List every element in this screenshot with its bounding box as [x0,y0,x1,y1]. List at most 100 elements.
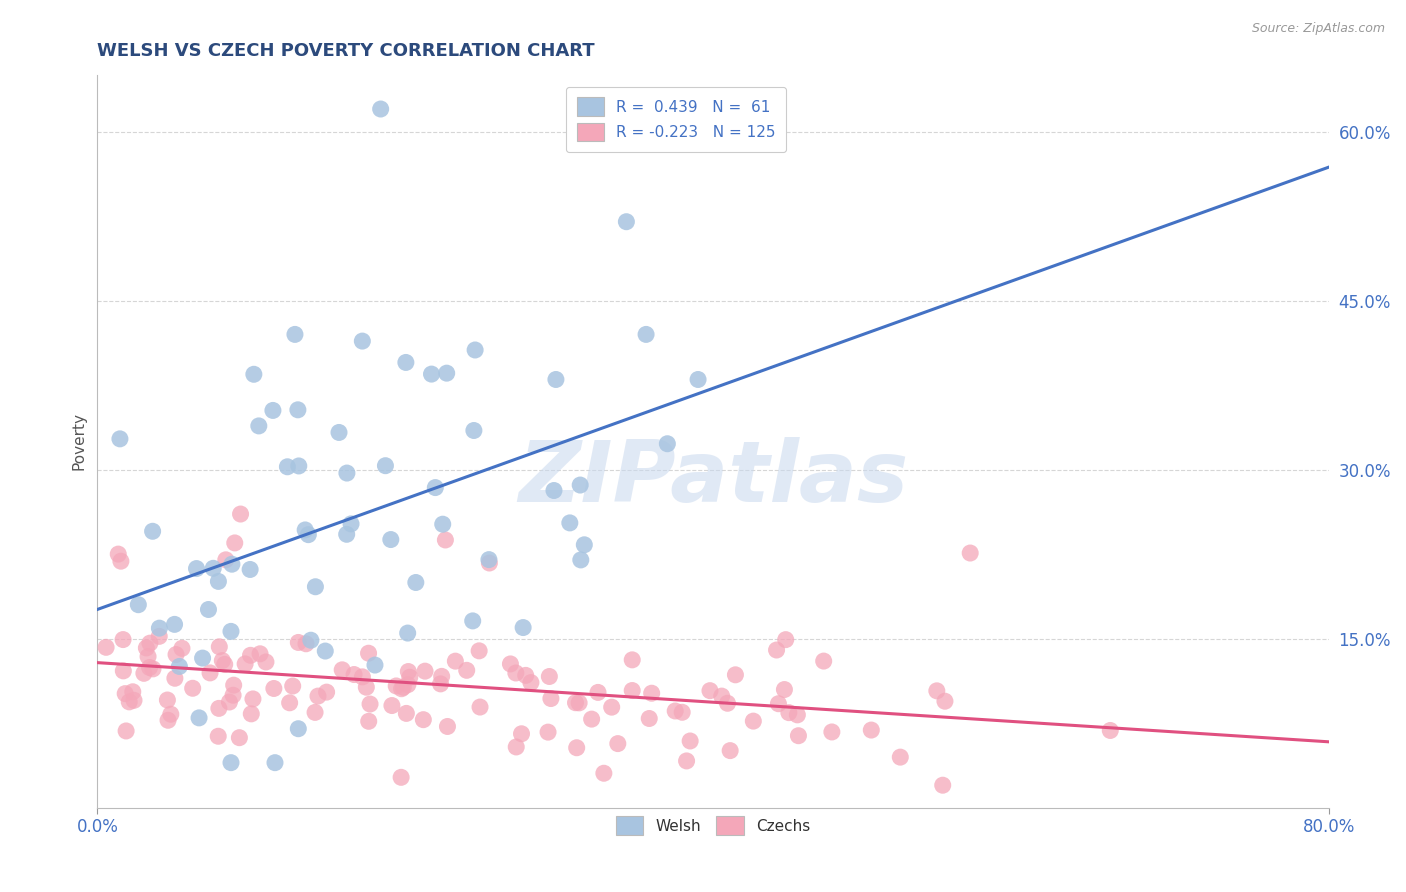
Point [544,372,567,386]
Point [464,343,486,357]
Point [186,561,208,575]
Point [242,692,264,706]
Point [357,714,380,729]
Point [208,640,231,654]
Point [284,327,307,342]
Point [606,737,628,751]
Point [139,636,162,650]
Point [294,523,316,537]
Point [297,527,319,541]
Point [787,729,810,743]
Point [159,707,181,722]
Point [569,553,592,567]
Point [142,524,165,539]
Point [778,706,800,720]
Point [636,327,658,342]
Point [540,691,562,706]
Point [413,664,436,678]
Point [169,659,191,673]
Point [405,575,427,590]
Point [664,704,686,718]
Text: Source: ZipAtlas.com: Source: ZipAtlas.com [1251,22,1385,36]
Point [564,696,586,710]
Point [356,680,378,694]
Point [621,653,644,667]
Point [381,698,404,713]
Point [224,536,246,550]
Point [675,754,697,768]
Point [340,516,363,531]
Point [222,678,245,692]
Point [343,667,366,681]
Point [295,637,318,651]
Point [420,367,443,381]
Point [512,621,534,635]
Point [287,722,309,736]
Point [281,679,304,693]
Point [114,687,136,701]
Point [600,700,623,714]
Point [934,694,956,708]
Point [207,574,229,589]
Point [505,665,527,680]
Point [392,680,415,694]
Point [478,552,501,566]
Point [163,671,186,685]
Point [565,740,588,755]
Legend: Welsh, Czechs: Welsh, Czechs [606,807,820,844]
Point [813,654,835,668]
Point [765,643,787,657]
Point [136,649,159,664]
Point [456,663,478,677]
Point [931,778,953,792]
Point [429,677,451,691]
Point [264,756,287,770]
Point [432,517,454,532]
Point [156,693,179,707]
Point [686,372,709,386]
Point [330,663,353,677]
Point [263,681,285,696]
Point [505,739,527,754]
Point [352,334,374,348]
Point [395,355,418,369]
Point [262,403,284,417]
Point [359,697,381,711]
Point [115,723,138,738]
Point [568,696,591,710]
Point [398,670,420,684]
Point [215,553,238,567]
Point [710,689,733,703]
Point [638,711,661,725]
Point [391,681,413,696]
Point [468,700,491,714]
Point [364,658,387,673]
Point [396,678,419,692]
Point [425,481,447,495]
Point [396,626,419,640]
Point [304,580,326,594]
Point [657,436,679,450]
Point [138,660,160,674]
Point [328,425,350,440]
Point [558,516,581,530]
Point [218,695,240,709]
Point [135,640,157,655]
Point [336,527,359,541]
Point [679,734,702,748]
Point [699,683,721,698]
Point [288,458,311,473]
Point [314,644,336,658]
Point [122,693,145,707]
Point [299,633,322,648]
Y-axis label: Poverty: Poverty [72,412,86,470]
Point [592,766,614,780]
Point [198,665,221,680]
Point [228,731,250,745]
Point [239,648,262,663]
Point [207,729,229,743]
Point [278,696,301,710]
Point [461,614,484,628]
Point [537,725,560,739]
Point [315,685,337,699]
